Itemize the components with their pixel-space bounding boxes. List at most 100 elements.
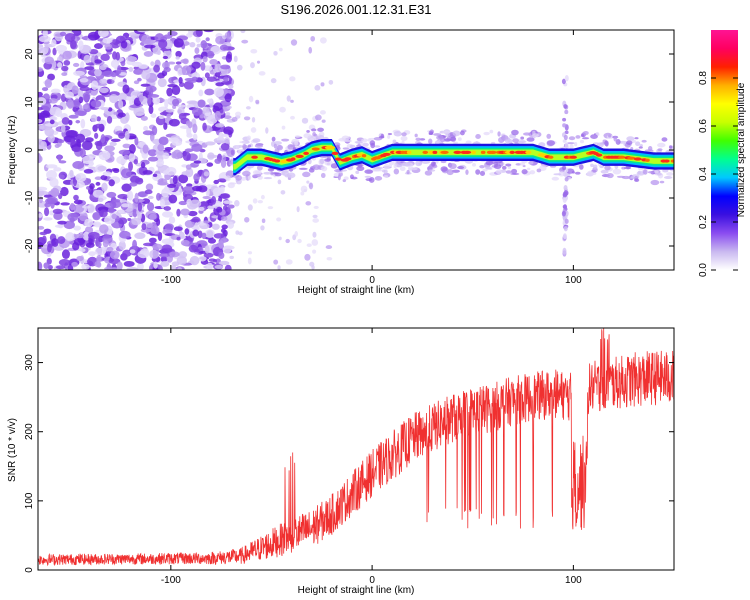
- noise-blob: [125, 112, 130, 122]
- noise-blob: [82, 155, 94, 165]
- noise-blob: [65, 232, 75, 242]
- noise-blob: [172, 149, 182, 160]
- noise-blob: [128, 67, 134, 72]
- halo-blob: [604, 140, 609, 147]
- noise-blob: [224, 137, 230, 144]
- noise-blob: [166, 113, 172, 119]
- noise-blob: [107, 79, 112, 84]
- noise-blob: [161, 244, 173, 253]
- noise-blob: [226, 105, 232, 109]
- noise-blob: [106, 51, 112, 55]
- noise-blob: [181, 66, 187, 76]
- halo-blob: [355, 170, 360, 174]
- noise-blob: [58, 160, 67, 164]
- halo-blob: [440, 166, 448, 172]
- noise-blob: [132, 208, 138, 218]
- halo-blob: [590, 172, 597, 176]
- halo-blob: [378, 135, 385, 139]
- noise-blob: [206, 162, 214, 167]
- y-tick-label: 0: [24, 567, 35, 573]
- noise-blob: [83, 54, 92, 64]
- noise-blob: [141, 223, 147, 231]
- noise-blob: [290, 115, 295, 120]
- halo-blob: [502, 165, 507, 170]
- noise-blob: [164, 98, 169, 109]
- halo-blob: [663, 176, 673, 179]
- halo-blob: [546, 133, 552, 139]
- noise-blob: [192, 229, 199, 237]
- noise-blob: [38, 112, 48, 118]
- halo-blob: [281, 170, 289, 176]
- halo-blob: [612, 168, 622, 175]
- halo-blob: [369, 140, 376, 146]
- noise-blob: [57, 154, 62, 162]
- noise-blob: [60, 202, 70, 206]
- noise-blob: [71, 261, 78, 268]
- noise-blob: [88, 231, 100, 240]
- noise-blob: [137, 77, 142, 82]
- noise-blob: [44, 56, 54, 65]
- noise-blob: [118, 99, 124, 109]
- noise-blob: [137, 250, 150, 259]
- noise-blob: [90, 114, 98, 123]
- halo-blob: [242, 170, 251, 177]
- noise-blob: [157, 72, 165, 79]
- noise-blob: [224, 264, 232, 270]
- halo-blob: [387, 134, 391, 139]
- noise-blob: [73, 204, 85, 213]
- halo-blob: [229, 182, 237, 185]
- noise-blob: [141, 198, 151, 204]
- noise-blob: [38, 213, 43, 218]
- noise-blob: [198, 206, 205, 211]
- noise-blob: [132, 91, 142, 96]
- noise-blob: [314, 85, 321, 91]
- noise-blob: [75, 119, 81, 124]
- halo-blob: [267, 167, 275, 172]
- halo-blob: [239, 141, 246, 144]
- x-tick-label: 100: [565, 575, 582, 586]
- colorbar-tick-label: 0.4: [698, 167, 709, 181]
- noise-blob: [70, 138, 76, 146]
- noise-blob: [120, 60, 126, 67]
- noise-blob: [179, 125, 191, 129]
- streak-blob: [561, 78, 566, 85]
- halo-blob: [650, 179, 660, 186]
- colorbar-tick-label: 0.0: [698, 263, 709, 277]
- noise-blob: [211, 223, 220, 230]
- noise-blob: [191, 76, 198, 81]
- snr-xlabel: Height of straight line (km): [298, 585, 415, 596]
- noise-blob: [62, 50, 72, 61]
- ridge-hotspot: [382, 152, 391, 157]
- noise-blob: [213, 233, 225, 239]
- noise-blob: [48, 98, 58, 104]
- snr-background: [38, 328, 674, 570]
- noise-blob: [157, 143, 165, 152]
- halo-blob: [240, 176, 247, 181]
- noise-blob: [150, 113, 157, 118]
- halo-blob: [374, 176, 383, 181]
- noise-blob: [228, 84, 234, 89]
- halo-blob: [342, 147, 350, 150]
- halo-blob: [431, 161, 436, 167]
- noise-blob: [286, 95, 291, 102]
- noise-blob: [207, 50, 215, 59]
- noise-blob: [46, 170, 58, 180]
- x-tick-label: -100: [161, 575, 181, 586]
- noise-blob: [220, 215, 228, 222]
- noise-blob: [301, 117, 309, 124]
- noise-blob: [59, 186, 69, 197]
- halo-blob: [493, 164, 502, 170]
- noise-blob: [122, 84, 130, 94]
- noise-blob: [196, 43, 202, 48]
- noise-blob: [99, 209, 108, 218]
- halo-blob: [641, 139, 647, 143]
- halo-blob: [400, 135, 408, 142]
- noise-blob: [140, 162, 146, 169]
- noise-blob: [146, 96, 152, 105]
- halo-blob: [401, 161, 411, 167]
- halo-blob: [383, 175, 389, 178]
- halo-blob: [580, 134, 585, 137]
- noise-blob: [78, 96, 84, 104]
- halo-blob: [526, 137, 535, 142]
